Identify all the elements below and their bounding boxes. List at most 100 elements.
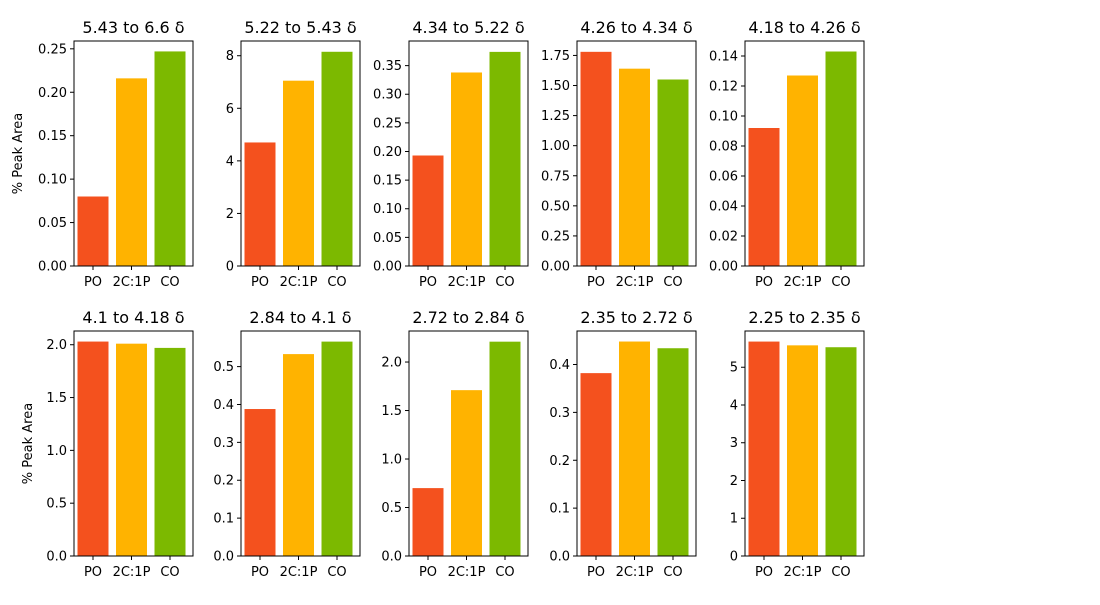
bar-co bbox=[825, 51, 857, 266]
chart-title: 2.35 to 2.72 δ bbox=[580, 308, 692, 327]
x-tick-label: PO bbox=[84, 275, 102, 290]
y-tick-label: 0.4 bbox=[549, 358, 570, 373]
y-tick-label: 0.05 bbox=[373, 231, 402, 246]
y-tick-label: 0.0 bbox=[46, 550, 67, 565]
x-tick-label: PO bbox=[251, 565, 269, 580]
x-tick-label: 2C:1P bbox=[280, 275, 318, 290]
x-tick-label: PO bbox=[587, 565, 605, 580]
bar-2c-1p bbox=[451, 72, 482, 266]
y-tick-label: 0.75 bbox=[541, 169, 570, 184]
y-tick-label: 0.10 bbox=[709, 110, 738, 125]
y-tick-label: 0.15 bbox=[38, 129, 67, 144]
bar-2c-1p bbox=[283, 354, 314, 556]
y-tick-label: 1.25 bbox=[541, 109, 570, 124]
chart-title: 5.43 to 6.6 δ bbox=[82, 18, 184, 37]
y-tick-label: 0.20 bbox=[373, 145, 402, 160]
y-tick-label: 0.3 bbox=[213, 436, 234, 451]
y-tick-label: 0.4 bbox=[213, 398, 234, 413]
x-tick-label: CO bbox=[327, 565, 346, 580]
y-tick-label: 0.10 bbox=[373, 202, 402, 217]
x-tick-label: CO bbox=[160, 275, 179, 290]
bar-po bbox=[244, 409, 276, 556]
bar-2c-1p bbox=[787, 345, 818, 556]
bar-2c-1p bbox=[283, 80, 314, 266]
y-tick-label: 0.25 bbox=[541, 229, 570, 244]
y-tick-label: 0.2 bbox=[213, 474, 234, 489]
y-tick-label: 0.00 bbox=[38, 260, 67, 275]
x-tick-label: PO bbox=[587, 275, 605, 290]
bar-co bbox=[657, 79, 689, 266]
axes-frame bbox=[408, 330, 529, 557]
x-tick-label: PO bbox=[251, 275, 269, 290]
bar-co bbox=[489, 341, 521, 556]
x-tick-label: PO bbox=[755, 565, 773, 580]
x-tick-label: 2C:1P bbox=[784, 275, 822, 290]
y-tick-label: 1 bbox=[730, 512, 738, 527]
y-tick-label: 0.35 bbox=[373, 59, 402, 74]
bar-po bbox=[748, 341, 780, 556]
y-tick-label: 1.50 bbox=[541, 79, 570, 94]
bar-co bbox=[825, 347, 857, 556]
y-tick-label: 0.30 bbox=[373, 88, 402, 103]
bar-po bbox=[580, 51, 612, 267]
chart-panel-4: 0.00 0.25 0.50 0.75 1.00 1.25 1.50 1.75 PO 2C:1P C… bbox=[541, 18, 697, 290]
bar-co bbox=[154, 347, 186, 556]
axes-frame bbox=[73, 330, 194, 557]
y-tick-label: 0.05 bbox=[38, 216, 67, 231]
bar-po bbox=[412, 155, 444, 266]
y-tick-label: 2 bbox=[730, 474, 738, 489]
chart-title: 2.25 to 2.35 δ bbox=[748, 308, 860, 327]
chart-title: 4.1 to 4.18 δ bbox=[82, 308, 184, 327]
chart-title: 5.22 to 5.43 δ bbox=[244, 18, 356, 37]
bar-2c-1p bbox=[619, 68, 650, 266]
x-tick-label: PO bbox=[84, 565, 102, 580]
bar-po bbox=[748, 128, 780, 266]
y-tick-label: 0.5 bbox=[46, 497, 67, 512]
y-tick-label: 4 bbox=[730, 398, 738, 413]
y-tick-label: 0.12 bbox=[709, 80, 738, 95]
x-tick-label: 2C:1P bbox=[280, 565, 318, 580]
y-tick-label: 1.5 bbox=[381, 404, 402, 419]
y-tick-label: 1.5 bbox=[46, 391, 67, 406]
y-tick-label: 0.14 bbox=[709, 50, 738, 65]
x-tick-label: CO bbox=[663, 275, 682, 290]
chart-panel-3: 0.00 0.05 0.10 0.15 0.20 0.25 0.30 0.35 PO 2C:1P C… bbox=[373, 18, 529, 290]
x-tick-label: CO bbox=[663, 565, 682, 580]
y-tick-label: 0.0 bbox=[213, 550, 234, 565]
x-tick-label: 2C:1P bbox=[113, 565, 151, 580]
y-tick-label: 0.06 bbox=[709, 170, 738, 185]
y-axis-label: % Peak Area bbox=[21, 403, 36, 484]
chart-title: 4.26 to 4.34 δ bbox=[580, 18, 692, 37]
chart-panel-5: 0.00 0.02 0.04 0.06 0.08 0.10 0.12 0.14 PO 2C:1P C… bbox=[709, 18, 865, 290]
bar-po bbox=[412, 488, 444, 556]
y-tick-label: 2.0 bbox=[381, 356, 402, 371]
y-tick-label: 0 bbox=[226, 260, 234, 275]
y-tick-label: 0.02 bbox=[709, 230, 738, 245]
bar-co bbox=[489, 51, 521, 266]
x-tick-label: 2C:1P bbox=[448, 565, 486, 580]
y-tick-label: 0.5 bbox=[381, 501, 402, 516]
x-tick-label: 2C:1P bbox=[113, 275, 151, 290]
y-tick-label: 1.0 bbox=[381, 453, 402, 468]
x-tick-label: CO bbox=[831, 565, 850, 580]
x-tick-label: CO bbox=[495, 565, 514, 580]
y-tick-label: 0.04 bbox=[709, 200, 738, 215]
bar-co bbox=[154, 51, 186, 266]
bar-po bbox=[77, 341, 109, 556]
chart-panel-8: 0.0 0.5 1.0 1.5 2.0 PO 2C:1P CO 2.72 to 2.84 δ bbox=[381, 308, 529, 580]
chart-panel-6: 0.0 0.5 1.0 1.5 2.0 PO 2C:1P CO 4.1 to 4.18 δ % P… bbox=[21, 308, 194, 580]
y-tick-label: 6 bbox=[226, 102, 234, 117]
bar-po bbox=[77, 196, 109, 266]
chart-panel-9: 0.0 0.1 0.2 0.3 0.4 PO 2C:1P CO 2.35 to 2.72 δ bbox=[549, 308, 697, 580]
x-tick-label: PO bbox=[755, 275, 773, 290]
y-tick-label: 3 bbox=[730, 436, 738, 451]
y-tick-label: 0 bbox=[730, 550, 738, 565]
bar-2c-1p bbox=[116, 78, 147, 266]
y-tick-label: 0.1 bbox=[213, 512, 234, 527]
bar-2c-1p bbox=[116, 343, 147, 556]
axes-frame bbox=[73, 40, 194, 267]
chart-panel-10: 0 1 2 3 4 5 PO 2C:1P CO 2.25 to 2.35 δ bbox=[730, 308, 865, 580]
y-tick-label: 1.75 bbox=[541, 49, 570, 64]
axes-frame bbox=[576, 330, 697, 557]
